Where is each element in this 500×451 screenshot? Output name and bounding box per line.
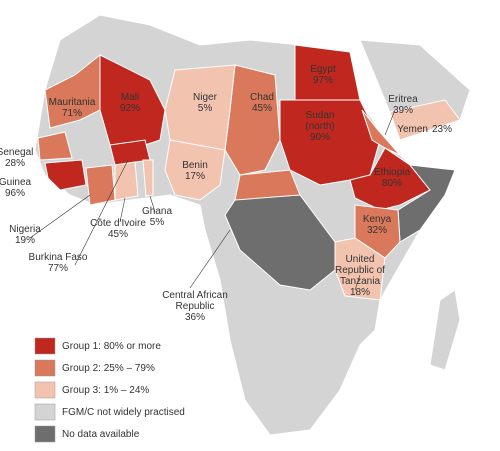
country-value: 80% (382, 178, 402, 189)
country-name: Central African (162, 290, 228, 301)
country-value: 18% (350, 287, 370, 298)
country-name: Republic (176, 301, 215, 312)
country-value: 45% (252, 103, 272, 114)
country-name: Ghana (142, 206, 172, 217)
madagascar (429, 289, 461, 371)
country-value: 39% (393, 105, 413, 116)
nigeria (164, 139, 226, 201)
country-name: Mauritania (49, 97, 96, 108)
legend-swatch (34, 403, 56, 421)
legend-label: No data available (62, 429, 140, 440)
country-value: 77% (48, 263, 68, 274)
country-value: 5% (150, 217, 165, 228)
senegal (37, 131, 73, 161)
country-value: 23% (432, 124, 452, 135)
country-name: Niger (193, 92, 218, 103)
country-name: Tanzania (340, 276, 380, 287)
guinea (44, 159, 87, 191)
legend-label: Group 3: 1% – 24% (62, 385, 149, 396)
country-value: 45% (108, 229, 128, 240)
legend-swatch (34, 337, 56, 355)
country-value: 28% (5, 158, 25, 169)
country-name: Guinea (0, 177, 32, 188)
country-name: Ethiopia (374, 167, 411, 178)
country-name: United (346, 254, 375, 265)
ghana (114, 161, 139, 201)
country-value: 92% (120, 103, 140, 114)
country-name: Chad (250, 92, 274, 103)
country-name: Eritrea (388, 94, 418, 105)
country-name: Yemen (397, 124, 428, 135)
legend-swatch (34, 425, 56, 443)
kenya (354, 204, 401, 259)
country-name: Côte d'Ivoire (90, 218, 146, 229)
leader-line (29, 109, 396, 291)
country-value: 71% (62, 108, 82, 119)
country-name: Egypt (310, 64, 336, 75)
legend-label: Group 2: 25% – 79% (62, 363, 155, 374)
country-name: Mali (121, 92, 139, 103)
country-value: 5% (198, 103, 213, 114)
country-value: 97% (313, 75, 333, 86)
somalia (397, 164, 456, 243)
country-value: 32% (367, 225, 387, 236)
country-name: Sudan (306, 110, 335, 121)
cote-divoire (85, 164, 116, 206)
country-name: Benin (182, 160, 208, 171)
drc (224, 194, 336, 291)
mauritania (44, 53, 101, 129)
country-value: 96% (5, 188, 25, 199)
country-name: Kenya (363, 214, 392, 225)
country-name: Nigeria (9, 224, 41, 235)
country-value: 19% (15, 235, 35, 246)
country-value: 36% (185, 312, 205, 323)
yemen (389, 99, 461, 141)
legend-label: Group 1: 80% or more (62, 341, 161, 352)
country-name: Senegal (0, 147, 33, 158)
country-name: Republic of (335, 265, 385, 276)
benin (142, 159, 154, 197)
eritrea (361, 109, 401, 156)
country-name: Burkina Faso (29, 252, 88, 263)
legend-swatch (34, 359, 56, 377)
country-name: (north) (305, 121, 334, 132)
country-value: 17% (185, 171, 205, 182)
legend-swatch (34, 381, 56, 399)
country-value: 90% (310, 132, 330, 143)
legend-label: FGM/C not widely practised (62, 407, 185, 418)
